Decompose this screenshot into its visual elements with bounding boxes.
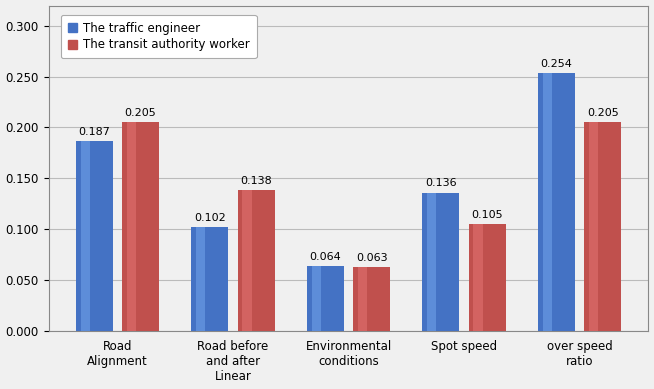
Bar: [311, 266, 321, 331]
Text: 0.205: 0.205: [125, 109, 156, 118]
Bar: [358, 267, 367, 331]
Bar: [80, 141, 90, 331]
Text: 0.105: 0.105: [472, 210, 503, 220]
Text: 0.102: 0.102: [194, 213, 226, 223]
Bar: [538, 73, 575, 331]
Bar: [127, 123, 136, 331]
Text: 0.254: 0.254: [541, 59, 572, 68]
Bar: [353, 267, 390, 331]
Bar: [242, 191, 252, 331]
Text: 0.064: 0.064: [309, 252, 341, 262]
Text: 0.138: 0.138: [240, 177, 272, 186]
Text: 0.063: 0.063: [356, 252, 387, 263]
Bar: [469, 224, 506, 331]
Text: 0.187: 0.187: [78, 127, 111, 137]
Bar: [76, 141, 113, 331]
Bar: [422, 193, 460, 331]
Bar: [196, 227, 205, 331]
Bar: [543, 73, 552, 331]
Bar: [237, 191, 275, 331]
Bar: [427, 193, 436, 331]
Bar: [307, 266, 344, 331]
Bar: [473, 224, 483, 331]
Bar: [192, 227, 228, 331]
Bar: [584, 123, 621, 331]
Text: 0.136: 0.136: [425, 179, 456, 188]
Bar: [589, 123, 598, 331]
Text: 0.205: 0.205: [587, 109, 619, 118]
Bar: [122, 123, 159, 331]
Legend: The traffic engineer, The transit authority worker: The traffic engineer, The transit author…: [61, 15, 257, 58]
